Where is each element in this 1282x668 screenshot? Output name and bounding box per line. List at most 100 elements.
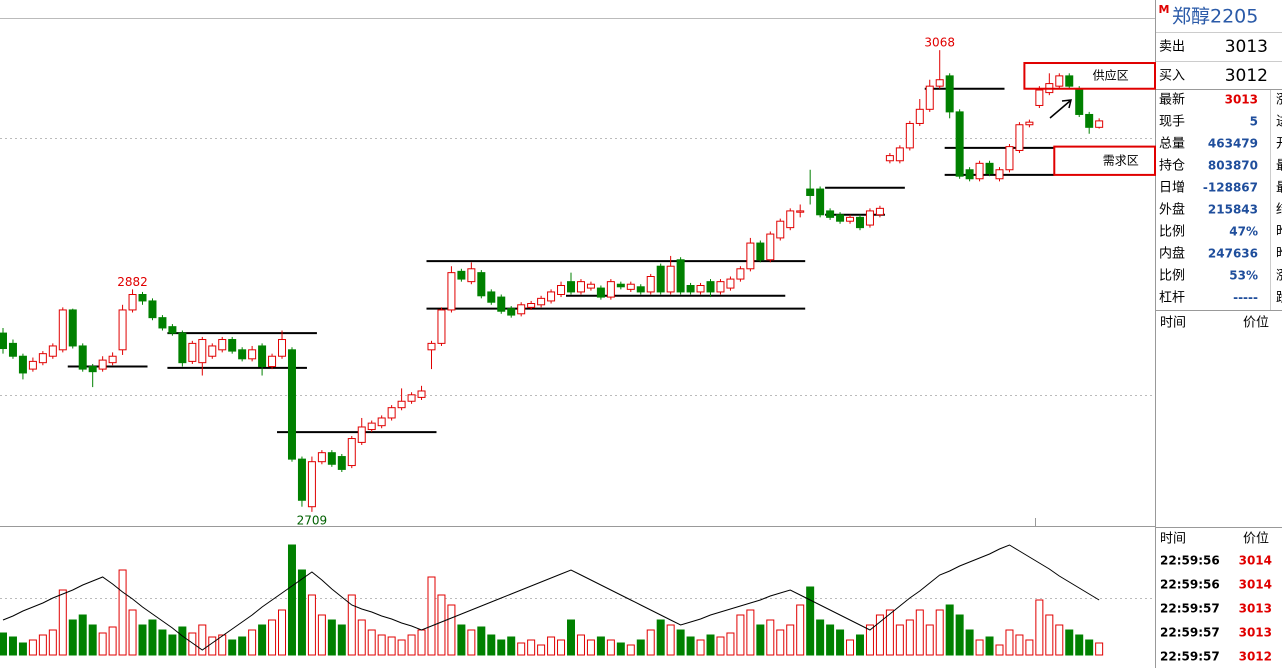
row-value: 53% bbox=[1229, 269, 1258, 283]
candle-body bbox=[905, 122, 914, 149]
volume-bar bbox=[1095, 642, 1104, 656]
candle-body bbox=[766, 233, 775, 261]
volume-ma-line bbox=[2, 544, 1100, 651]
volume-bar bbox=[108, 626, 117, 656]
volume-bar bbox=[347, 594, 356, 656]
candle-body bbox=[238, 349, 247, 360]
candle-body bbox=[666, 265, 675, 293]
candle-body bbox=[925, 85, 934, 110]
candle-body bbox=[846, 216, 855, 222]
volume-bar bbox=[437, 594, 446, 656]
trade-price: 3013 bbox=[1239, 602, 1272, 616]
candle-body bbox=[457, 270, 466, 280]
row-label: 杠杆 bbox=[1159, 290, 1185, 306]
volume-bar bbox=[915, 609, 924, 656]
candle-body bbox=[287, 349, 296, 460]
volume-bar bbox=[905, 619, 914, 656]
volume-bar bbox=[656, 619, 665, 656]
volume-bar bbox=[816, 619, 825, 656]
volume-bar bbox=[238, 636, 247, 656]
volume-bar bbox=[158, 629, 167, 656]
volume-bar bbox=[188, 632, 197, 656]
candle-body bbox=[1055, 75, 1064, 87]
candle-body bbox=[248, 349, 257, 360]
volume-bar bbox=[646, 629, 655, 656]
candle-body bbox=[736, 268, 745, 280]
volume-bar bbox=[796, 604, 805, 656]
row-side-label: 最 bbox=[1276, 159, 1282, 174]
volume-bar bbox=[806, 586, 815, 656]
volume-bar bbox=[676, 629, 685, 656]
candle-body bbox=[855, 216, 864, 229]
volume-bar bbox=[626, 644, 635, 656]
volume-bar bbox=[447, 604, 456, 656]
volume-bar bbox=[716, 636, 725, 656]
candle-body bbox=[208, 345, 217, 357]
row-side-label: 跌 bbox=[1276, 290, 1282, 306]
trade-time: 22:59:56 bbox=[1160, 578, 1220, 592]
candle-body bbox=[656, 265, 665, 293]
volume-bar bbox=[248, 629, 257, 656]
row-side-label: 最 bbox=[1276, 181, 1282, 196]
row-label: 持仓 bbox=[1159, 159, 1185, 174]
volume-bar bbox=[696, 639, 705, 656]
volume-bar bbox=[895, 624, 904, 656]
candle-body bbox=[1065, 75, 1074, 87]
volume-bar bbox=[746, 609, 755, 656]
volume-bar bbox=[337, 624, 346, 656]
volume-bar bbox=[596, 636, 605, 656]
volume-bar bbox=[1085, 639, 1094, 656]
candle-body bbox=[646, 276, 655, 293]
volume-bar bbox=[8, 636, 17, 656]
volume-bar bbox=[138, 624, 147, 656]
volume-bar bbox=[128, 609, 137, 656]
volume-bar bbox=[38, 634, 47, 656]
candle-body bbox=[557, 285, 566, 296]
candle-body bbox=[1015, 124, 1024, 151]
candle-body bbox=[437, 309, 446, 344]
price-annotation: 3068 bbox=[924, 36, 955, 50]
row-label: 外盘 bbox=[1159, 202, 1185, 218]
trade-time: 22:59:56 bbox=[1160, 554, 1220, 568]
volume-bar bbox=[517, 642, 526, 656]
candle-body bbox=[875, 207, 884, 216]
candle-body bbox=[885, 155, 894, 162]
volume-bar bbox=[686, 636, 695, 656]
volume-bar bbox=[1065, 629, 1074, 656]
candle-body bbox=[178, 332, 187, 364]
row-value: 5 bbox=[1250, 115, 1258, 129]
ask-price: 3013 bbox=[1225, 37, 1268, 57]
row-value: 3013 bbox=[1225, 93, 1258, 107]
volume-bar bbox=[228, 639, 237, 656]
candle-body bbox=[706, 281, 715, 293]
trade-price: 3012 bbox=[1239, 650, 1272, 664]
volume-bar bbox=[945, 604, 954, 656]
candle-body bbox=[1095, 120, 1104, 128]
volume-bar bbox=[995, 644, 1004, 656]
candle-body bbox=[88, 366, 97, 373]
candle-body bbox=[865, 210, 874, 226]
symbol: 郑醇2205 bbox=[1172, 6, 1258, 28]
volume-bar bbox=[407, 634, 416, 656]
candle-body bbox=[367, 422, 376, 431]
volume-bar bbox=[527, 639, 536, 656]
volume-bar bbox=[726, 632, 735, 656]
volume-bar bbox=[78, 614, 87, 656]
volume-bar bbox=[258, 624, 267, 656]
candle-body bbox=[48, 345, 57, 357]
candle-body bbox=[1075, 88, 1084, 115]
volume-bar bbox=[118, 569, 127, 656]
candle-body bbox=[746, 242, 755, 270]
candle-body bbox=[507, 308, 516, 316]
candle-body bbox=[965, 169, 974, 180]
row-label: 最新 bbox=[1159, 92, 1185, 108]
row-side-label: 涨 bbox=[1276, 93, 1282, 108]
volume-bar bbox=[846, 639, 855, 656]
volume-bar bbox=[1075, 634, 1084, 656]
candle-body bbox=[128, 294, 137, 311]
row-side-label: 进 bbox=[1276, 115, 1282, 130]
candle-body bbox=[1085, 113, 1094, 128]
trade-time: 22:59:57 bbox=[1160, 602, 1220, 616]
volume-bar bbox=[636, 639, 645, 656]
volume-bar bbox=[18, 642, 27, 656]
